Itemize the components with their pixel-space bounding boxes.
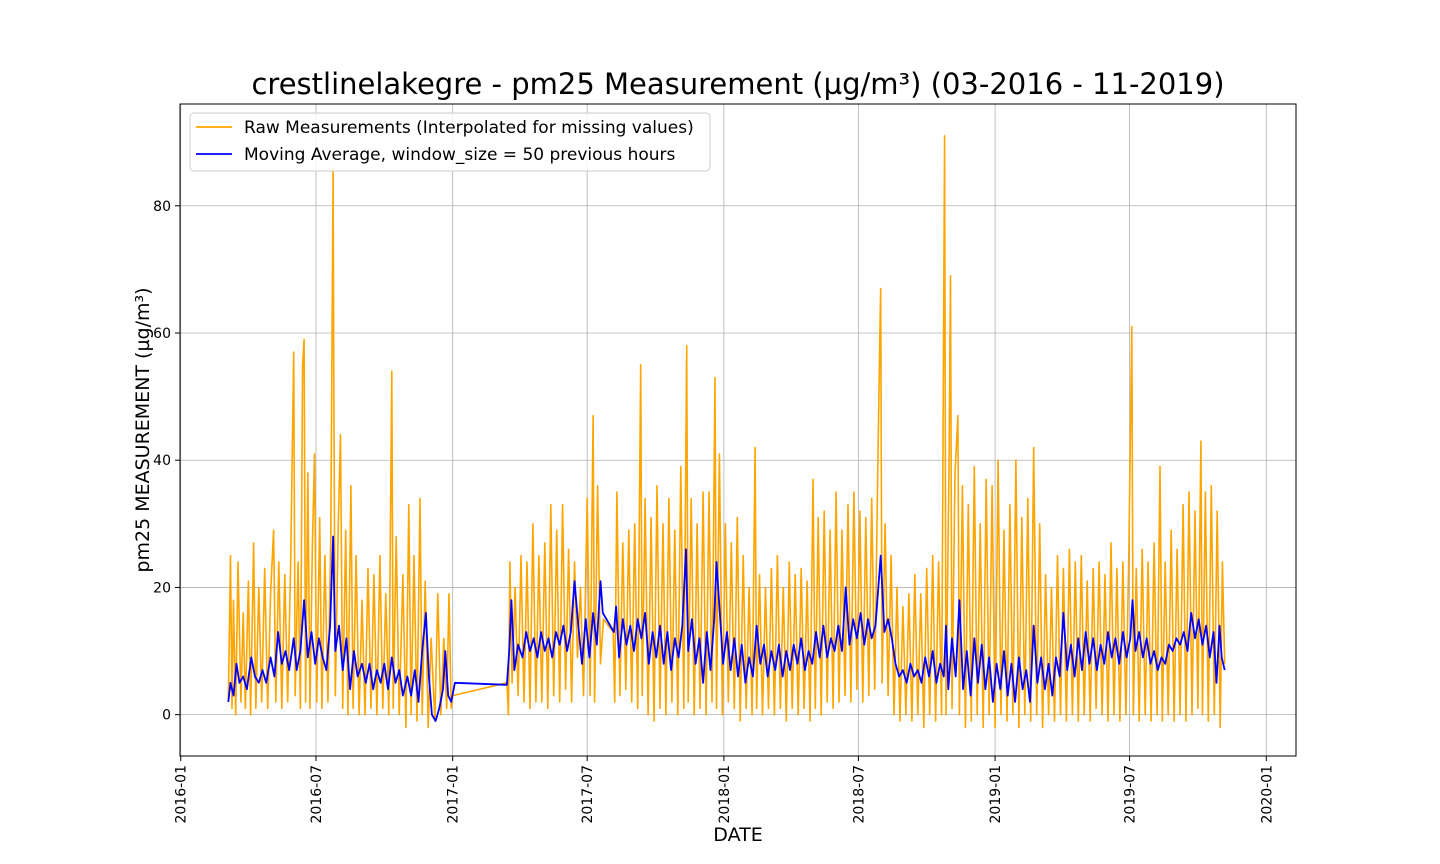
x-tick-label: 2019-07 bbox=[1123, 765, 1139, 824]
x-tick-label: 2019-01 bbox=[988, 765, 1004, 824]
x-tick-label: 2018-07 bbox=[851, 765, 867, 824]
y-tick-label: 80 bbox=[153, 199, 171, 215]
y-tick-label: 20 bbox=[153, 580, 171, 596]
x-tick-label: 2018-01 bbox=[717, 765, 733, 824]
y-tick-label: 40 bbox=[153, 453, 171, 469]
y-axis-label: pm25 MEASUREMENT (µg/m³) bbox=[132, 287, 154, 572]
legend-box bbox=[189, 112, 711, 172]
grid-lines bbox=[180, 104, 1296, 756]
x-axis-label: DATE bbox=[713, 824, 762, 846]
x-tick-label: 2016-01 bbox=[174, 765, 190, 824]
chart-title: crestlinelakegre - pm25 Measurement (µg/… bbox=[251, 67, 1224, 101]
legend-entry-raw-label: Raw Measurements (Interpolated for missi… bbox=[244, 118, 694, 138]
series-layer bbox=[227, 135, 1226, 729]
y-tick-label: 60 bbox=[153, 326, 171, 342]
plot-area-frame bbox=[179, 103, 1297, 757]
x-tick-label: 2017-01 bbox=[446, 765, 462, 824]
x-tick-label: 2017-07 bbox=[580, 765, 596, 824]
x-tick-label: 2016-07 bbox=[309, 765, 325, 824]
legend: Raw Measurements (Interpolated for missi… bbox=[189, 112, 711, 172]
y-axis: 0 20 40 60 80 bbox=[153, 199, 180, 724]
x-axis: 2016-01 2016-07 2017-01 2017-07 2018-01 2018-… bbox=[174, 756, 1275, 824]
y-tick-label: 0 bbox=[162, 708, 171, 724]
legend-entry-moving-average-label: Moving Average, window_size = 50 previou… bbox=[244, 145, 676, 165]
x-tick-label: 2020-01 bbox=[1259, 765, 1275, 824]
raw-measurements-line bbox=[227, 135, 1226, 729]
moving-average-line bbox=[227, 535, 1226, 722]
